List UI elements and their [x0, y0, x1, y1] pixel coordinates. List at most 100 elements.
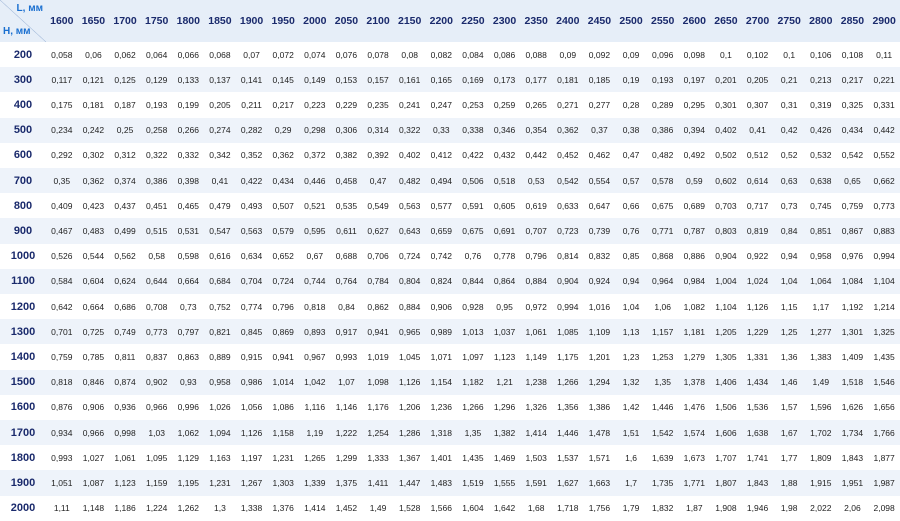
table-cell: 1,082: [683, 301, 705, 312]
table-cell: 1,503: [525, 452, 547, 463]
table-cell: 1,367: [399, 452, 421, 463]
table-cell: 0,922: [746, 251, 769, 262]
row-header: 1200: [10, 300, 36, 313]
table-cell: 0,362: [272, 150, 294, 161]
table-cell: 0,446: [304, 175, 326, 186]
table-cell: 1,097: [462, 352, 484, 363]
table-cell: 0,161: [399, 74, 421, 85]
column-header: 1800: [176, 15, 200, 27]
table-cell: 0,145: [272, 74, 294, 85]
table-cell: 1,57: [780, 402, 798, 413]
table-cell: 1,175: [557, 352, 579, 363]
table-cell: 1,987: [873, 478, 895, 489]
table-cell: 0,591: [462, 200, 484, 211]
table-cell: 0,521: [304, 200, 326, 211]
row-header: 400: [13, 99, 33, 111]
table-cell: 0,611: [336, 226, 357, 237]
table-cell: 0,818: [51, 377, 73, 388]
table-cell: 0,205: [746, 74, 769, 85]
table-cell: 0,958: [810, 251, 832, 262]
table-cell: 0,638: [810, 175, 832, 186]
table-cell: 0,434: [272, 175, 294, 186]
table-cell: 0,976: [841, 251, 864, 262]
column-header: 2450: [587, 15, 612, 27]
table-cell: 1,638: [746, 427, 769, 438]
table-cell: 1,452: [335, 503, 358, 514]
table-cell: 0,442: [873, 125, 895, 136]
table-cell: 0,76: [622, 226, 640, 237]
table-cell: 1,386: [588, 402, 611, 413]
column-header: 2000: [303, 15, 327, 27]
table-cell: 0,917: [335, 326, 358, 337]
table-cell: 0,325: [841, 100, 864, 110]
table-cell: 0,185: [588, 74, 611, 85]
table-cell: 0,342: [209, 150, 231, 161]
table-cell: 1,158: [272, 427, 294, 438]
table-cell: 0,47: [369, 175, 387, 186]
table-cell: 0,59: [686, 175, 703, 186]
table-cell: 1,51: [622, 427, 640, 438]
table-cell: 0,883: [873, 226, 895, 237]
column-header: 1950: [271, 15, 295, 27]
column-header: 2200: [429, 15, 453, 27]
table-cell: 0,804: [399, 276, 421, 287]
row-header: 2000: [10, 502, 36, 515]
table-cell: 0,277: [588, 100, 611, 110]
table-cell: 0,58: [148, 251, 165, 262]
table-cell: 0,604: [82, 276, 105, 287]
table-cell: 1,771: [683, 478, 705, 489]
table-cell: 1,116: [304, 402, 326, 413]
table-cell: 1,331: [746, 352, 769, 363]
table-cell: 1,378: [683, 377, 705, 388]
table-cell: 1,528: [399, 503, 421, 514]
table-cell: 1,32: [622, 377, 640, 388]
table-cell: 1,809: [810, 452, 832, 463]
table-row: 700 0,35 0,362 0,374 0,386 0,398 0,41 0,422 0,43…: [0, 168, 900, 194]
table-cell: 0,759: [841, 200, 864, 211]
column-header: 2400: [556, 15, 580, 27]
table-cell: 0,41: [749, 125, 766, 136]
table-cell: 1,435: [873, 352, 895, 363]
table-cell: 1,35: [464, 427, 482, 438]
table-cell: 0,84: [780, 226, 798, 237]
table-cell: 0,924: [588, 276, 611, 287]
table-cell: 0,832: [588, 251, 611, 262]
table-cell: 0,129: [146, 74, 168, 85]
table-cell: 0,94: [622, 276, 640, 287]
table-cell: 1,301: [841, 326, 864, 337]
table-cell: 0,175: [51, 100, 73, 110]
table-cell: 0,492: [683, 150, 705, 161]
table-cell: 0,247: [430, 100, 452, 110]
column-header: 2550: [651, 15, 675, 27]
table-cell: 1,265: [304, 452, 326, 463]
table-cell: 0,106: [810, 49, 832, 60]
table-cell: 0,63: [780, 175, 798, 186]
table-cell: 0,958: [209, 377, 231, 388]
table-cell: 1,35: [654, 377, 671, 388]
table-cell: 1,843: [746, 478, 769, 489]
table-cell: 0,868: [652, 251, 674, 262]
table-cell: 0,259: [493, 100, 516, 110]
table-cell: 0,082: [430, 49, 452, 60]
table-cell: 0,084: [462, 49, 484, 60]
table-cell: 1,483: [430, 478, 452, 489]
table-cell: 0,928: [462, 301, 484, 312]
table-cell: 0,374: [114, 175, 136, 186]
table-cell: 0,169: [462, 74, 484, 85]
table-cell: 0,531: [177, 226, 199, 237]
table-cell: 0,66: [622, 200, 640, 211]
table-cell: 0,141: [240, 74, 263, 85]
table-cell: 0,205: [209, 100, 231, 110]
table-cell: 0,362: [82, 175, 105, 186]
table-cell: 1,299: [335, 452, 358, 463]
table-cell: 0,73: [180, 301, 197, 312]
table-cell: 0,652: [272, 251, 294, 262]
table-cell: 1,566: [430, 503, 452, 514]
table-cell: 1,19: [306, 427, 324, 438]
table-cell: 0,28: [622, 100, 640, 110]
table-cell: 0,274: [209, 125, 231, 136]
table-cell: 1,843: [841, 452, 864, 463]
table-cell: 0,869: [272, 326, 294, 337]
table-cell: 1,004: [715, 276, 737, 287]
table-cell: 1,07: [338, 377, 355, 388]
